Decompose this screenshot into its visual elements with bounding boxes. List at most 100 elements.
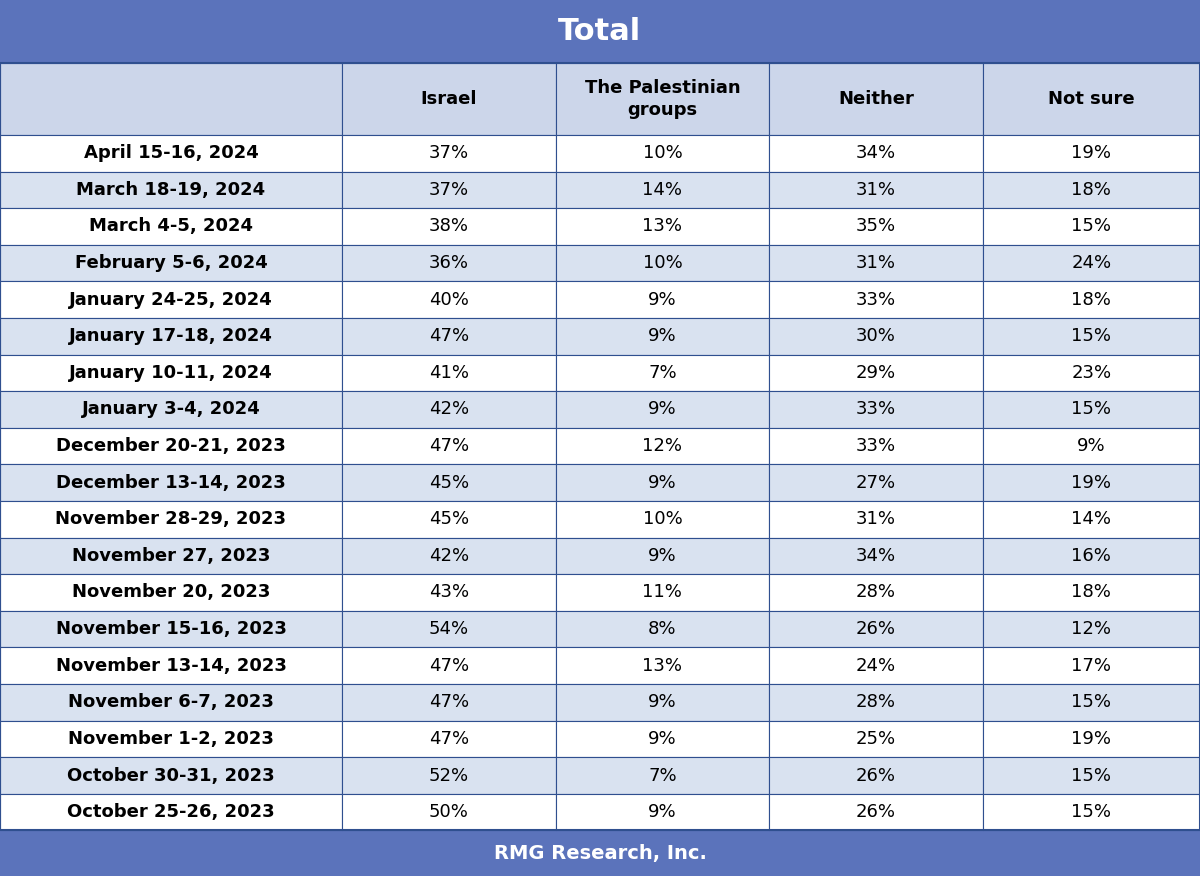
Text: 18%: 18% xyxy=(1072,583,1111,602)
Bar xyxy=(556,464,769,501)
Bar xyxy=(983,611,1200,647)
Text: November 6-7, 2023: November 6-7, 2023 xyxy=(68,693,274,711)
Bar xyxy=(556,318,769,355)
Bar xyxy=(556,281,769,318)
Text: 27%: 27% xyxy=(856,474,896,491)
Text: 31%: 31% xyxy=(856,511,896,528)
Text: 33%: 33% xyxy=(856,291,896,308)
Bar xyxy=(342,721,556,757)
Bar xyxy=(983,392,1200,427)
Bar xyxy=(0,135,342,172)
Bar xyxy=(556,427,769,464)
Bar xyxy=(983,538,1200,574)
Text: 47%: 47% xyxy=(428,730,469,748)
Bar xyxy=(983,427,1200,464)
Bar xyxy=(0,355,342,392)
Text: 18%: 18% xyxy=(1072,291,1111,308)
Text: 9%: 9% xyxy=(648,400,677,419)
Text: 8%: 8% xyxy=(648,620,677,638)
Text: 47%: 47% xyxy=(428,437,469,455)
Text: RMG Research, Inc.: RMG Research, Inc. xyxy=(493,844,707,863)
Text: 45%: 45% xyxy=(428,474,469,491)
Bar xyxy=(0,611,342,647)
Text: 47%: 47% xyxy=(428,657,469,675)
Text: 42%: 42% xyxy=(428,400,469,419)
Bar xyxy=(983,721,1200,757)
Text: 42%: 42% xyxy=(428,547,469,565)
Bar xyxy=(0,757,342,794)
Text: 35%: 35% xyxy=(856,217,896,236)
Text: Total: Total xyxy=(558,17,642,46)
Bar xyxy=(556,501,769,538)
Text: 9%: 9% xyxy=(1078,437,1105,455)
Bar xyxy=(0,208,342,244)
Text: 13%: 13% xyxy=(642,657,683,675)
Bar xyxy=(0,830,1200,876)
Bar xyxy=(342,318,556,355)
Bar xyxy=(0,427,342,464)
Text: November 15-16, 2023: November 15-16, 2023 xyxy=(55,620,287,638)
Text: 15%: 15% xyxy=(1072,328,1111,345)
Bar xyxy=(983,318,1200,355)
Text: 30%: 30% xyxy=(856,328,896,345)
Bar xyxy=(769,684,983,721)
Text: March 4-5, 2024: March 4-5, 2024 xyxy=(89,217,253,236)
Bar xyxy=(0,63,342,135)
Text: 12%: 12% xyxy=(1072,620,1111,638)
Text: January 24-25, 2024: January 24-25, 2024 xyxy=(70,291,272,308)
Bar xyxy=(556,647,769,684)
Text: 23%: 23% xyxy=(1072,364,1111,382)
Text: 41%: 41% xyxy=(428,364,469,382)
Bar xyxy=(342,63,556,135)
Bar xyxy=(0,574,342,611)
Text: 47%: 47% xyxy=(428,328,469,345)
Text: 26%: 26% xyxy=(856,620,896,638)
Bar xyxy=(0,538,342,574)
Bar xyxy=(0,392,342,427)
Text: 24%: 24% xyxy=(1072,254,1111,272)
Bar xyxy=(983,208,1200,244)
Bar xyxy=(769,757,983,794)
Bar xyxy=(769,427,983,464)
Text: 19%: 19% xyxy=(1072,474,1111,491)
Text: 37%: 37% xyxy=(428,180,469,199)
Text: 15%: 15% xyxy=(1072,693,1111,711)
Bar xyxy=(769,611,983,647)
Bar xyxy=(983,355,1200,392)
Bar xyxy=(0,684,342,721)
Text: 9%: 9% xyxy=(648,803,677,821)
Text: 9%: 9% xyxy=(648,693,677,711)
Bar xyxy=(556,684,769,721)
Text: 9%: 9% xyxy=(648,328,677,345)
Bar xyxy=(342,244,556,281)
Text: 31%: 31% xyxy=(856,180,896,199)
Text: 54%: 54% xyxy=(428,620,469,638)
Text: 9%: 9% xyxy=(648,291,677,308)
Text: 25%: 25% xyxy=(856,730,896,748)
Text: November 20, 2023: November 20, 2023 xyxy=(72,583,270,602)
Bar xyxy=(769,135,983,172)
Bar xyxy=(556,135,769,172)
Text: January 3-4, 2024: January 3-4, 2024 xyxy=(82,400,260,419)
Text: 45%: 45% xyxy=(428,511,469,528)
Bar xyxy=(0,172,342,208)
Bar xyxy=(556,63,769,135)
Text: 10%: 10% xyxy=(642,511,683,528)
Text: October 25-26, 2023: October 25-26, 2023 xyxy=(67,803,275,821)
Text: 11%: 11% xyxy=(642,583,683,602)
Bar xyxy=(556,355,769,392)
Text: 9%: 9% xyxy=(648,474,677,491)
Bar xyxy=(556,757,769,794)
Text: 19%: 19% xyxy=(1072,730,1111,748)
Bar xyxy=(769,63,983,135)
Text: 12%: 12% xyxy=(642,437,683,455)
Bar xyxy=(342,355,556,392)
Bar xyxy=(556,538,769,574)
Text: 16%: 16% xyxy=(1072,547,1111,565)
Bar xyxy=(769,281,983,318)
Bar xyxy=(983,135,1200,172)
Bar xyxy=(342,574,556,611)
Bar xyxy=(0,794,342,830)
Text: April 15-16, 2024: April 15-16, 2024 xyxy=(84,145,258,162)
Text: Israel: Israel xyxy=(420,90,478,108)
